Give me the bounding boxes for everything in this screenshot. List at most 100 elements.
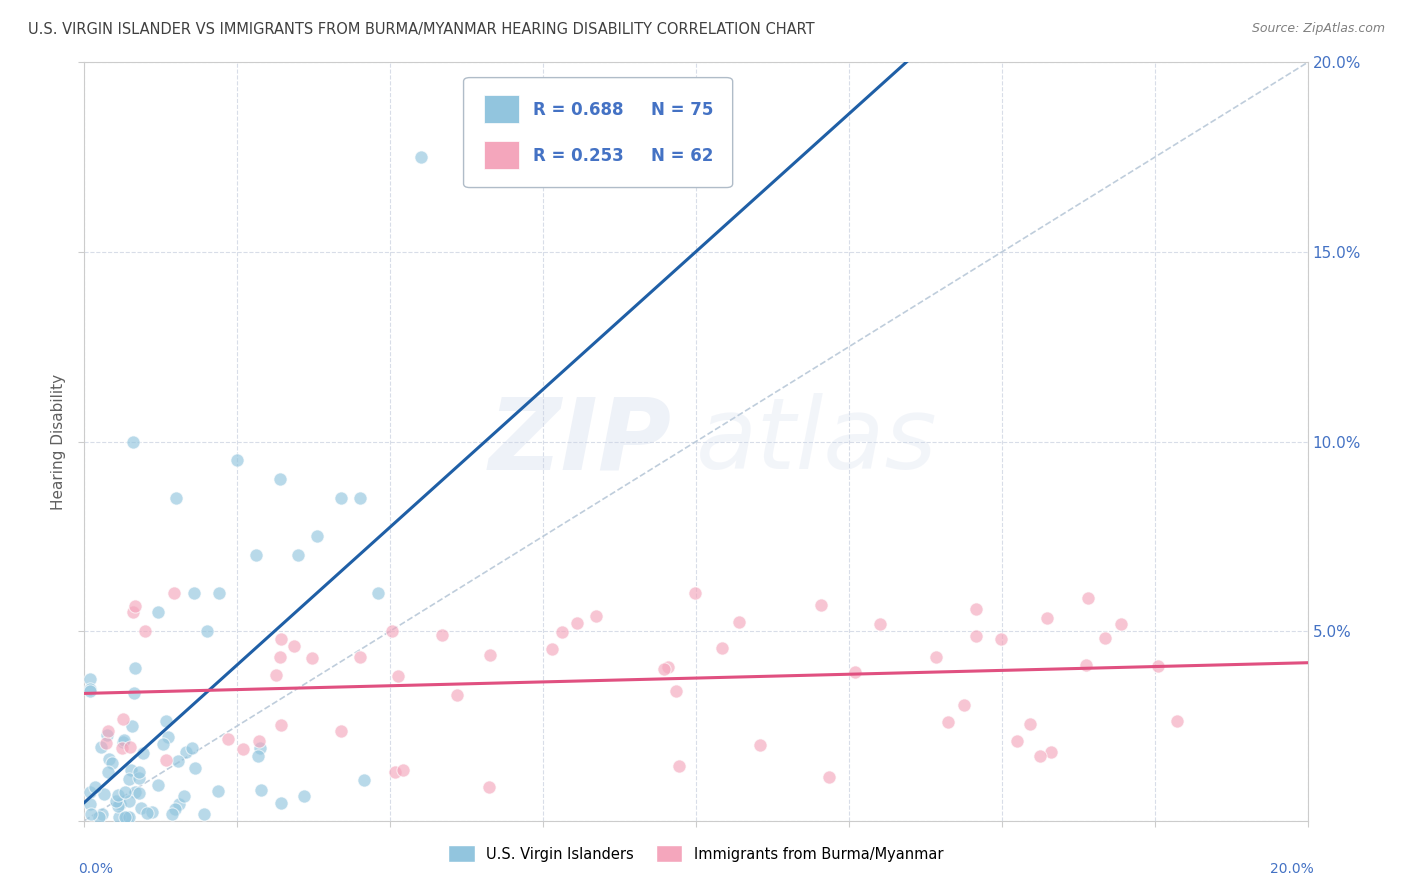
Point [384,765,406,780]
Point [349,491,371,506]
Point [810,598,832,612]
Point [124,599,146,613]
Point [728,615,751,629]
Point [120,763,142,777]
Point [567,616,589,631]
Point [167,797,190,811]
Point [128,786,150,800]
Point [118,772,141,786]
Point [247,734,270,748]
Point [249,783,271,797]
Point [155,714,177,729]
Point [101,756,124,771]
Point [657,659,679,673]
Point [665,683,688,698]
Point [114,785,136,799]
Point [97,724,120,739]
Point [387,669,409,683]
Text: Source: ZipAtlas.com: Source: ZipAtlas.com [1251,22,1385,36]
Point [381,624,404,638]
Point [152,738,174,752]
Point [683,586,706,600]
Point [121,719,143,733]
Point [226,453,249,467]
Point [184,761,207,775]
Point [1028,748,1050,763]
Point [97,764,120,779]
Point [430,627,453,641]
Point [160,807,183,822]
Point [264,668,287,682]
Point [965,629,987,643]
Point [1035,611,1057,625]
Point [180,741,202,756]
Point [156,730,179,744]
Point [329,724,352,739]
Point [105,793,128,807]
Point [217,732,239,747]
Point [108,797,131,811]
Point [90,740,112,755]
Point [122,605,145,619]
Y-axis label: Hearing Disability: Hearing Disability [51,374,66,509]
Point [112,733,135,747]
Point [193,807,215,822]
Point [124,784,146,798]
Point [173,789,195,803]
Point [585,608,607,623]
Point [114,810,136,824]
Point [965,602,987,616]
FancyBboxPatch shape [464,78,733,187]
Point [936,714,959,729]
Point [115,810,138,824]
FancyBboxPatch shape [484,95,519,123]
Point [129,801,152,815]
Point [540,642,562,657]
Point [135,806,157,821]
Point [245,548,267,563]
Point [118,740,141,755]
Point [869,616,891,631]
Point [247,748,270,763]
Point [122,434,145,449]
Point [146,605,169,619]
Point [98,752,121,766]
Point [330,491,353,506]
Point [195,624,218,639]
Point [207,784,229,798]
Point [165,491,187,506]
Point [301,651,323,665]
FancyBboxPatch shape [484,141,519,169]
Point [1166,714,1188,728]
Point [128,764,150,779]
Point [353,772,375,787]
Point [287,548,309,563]
Point [79,785,101,799]
Point [79,681,101,696]
Point [79,797,101,812]
Legend: U.S. Virgin Islanders, Immigrants from Burma/Myanmar: U.S. Virgin Islanders, Immigrants from B… [443,839,949,868]
Point [124,661,146,675]
Point [249,741,271,756]
Point [232,741,254,756]
Point [96,728,118,742]
Point [1018,717,1040,731]
Point [163,585,186,599]
Point [93,787,115,801]
Point [166,755,188,769]
Point [107,789,129,803]
Point [155,752,177,766]
Point [1094,631,1116,645]
Point [183,586,205,600]
Point [111,741,134,756]
Text: ZIP: ZIP [488,393,672,490]
Text: N = 62: N = 62 [651,146,713,165]
Point [1109,616,1132,631]
Point [479,648,502,662]
Point [94,736,117,750]
Point [83,780,105,794]
Point [141,805,163,820]
Point [953,698,976,713]
Point [79,672,101,686]
Point [749,738,772,752]
